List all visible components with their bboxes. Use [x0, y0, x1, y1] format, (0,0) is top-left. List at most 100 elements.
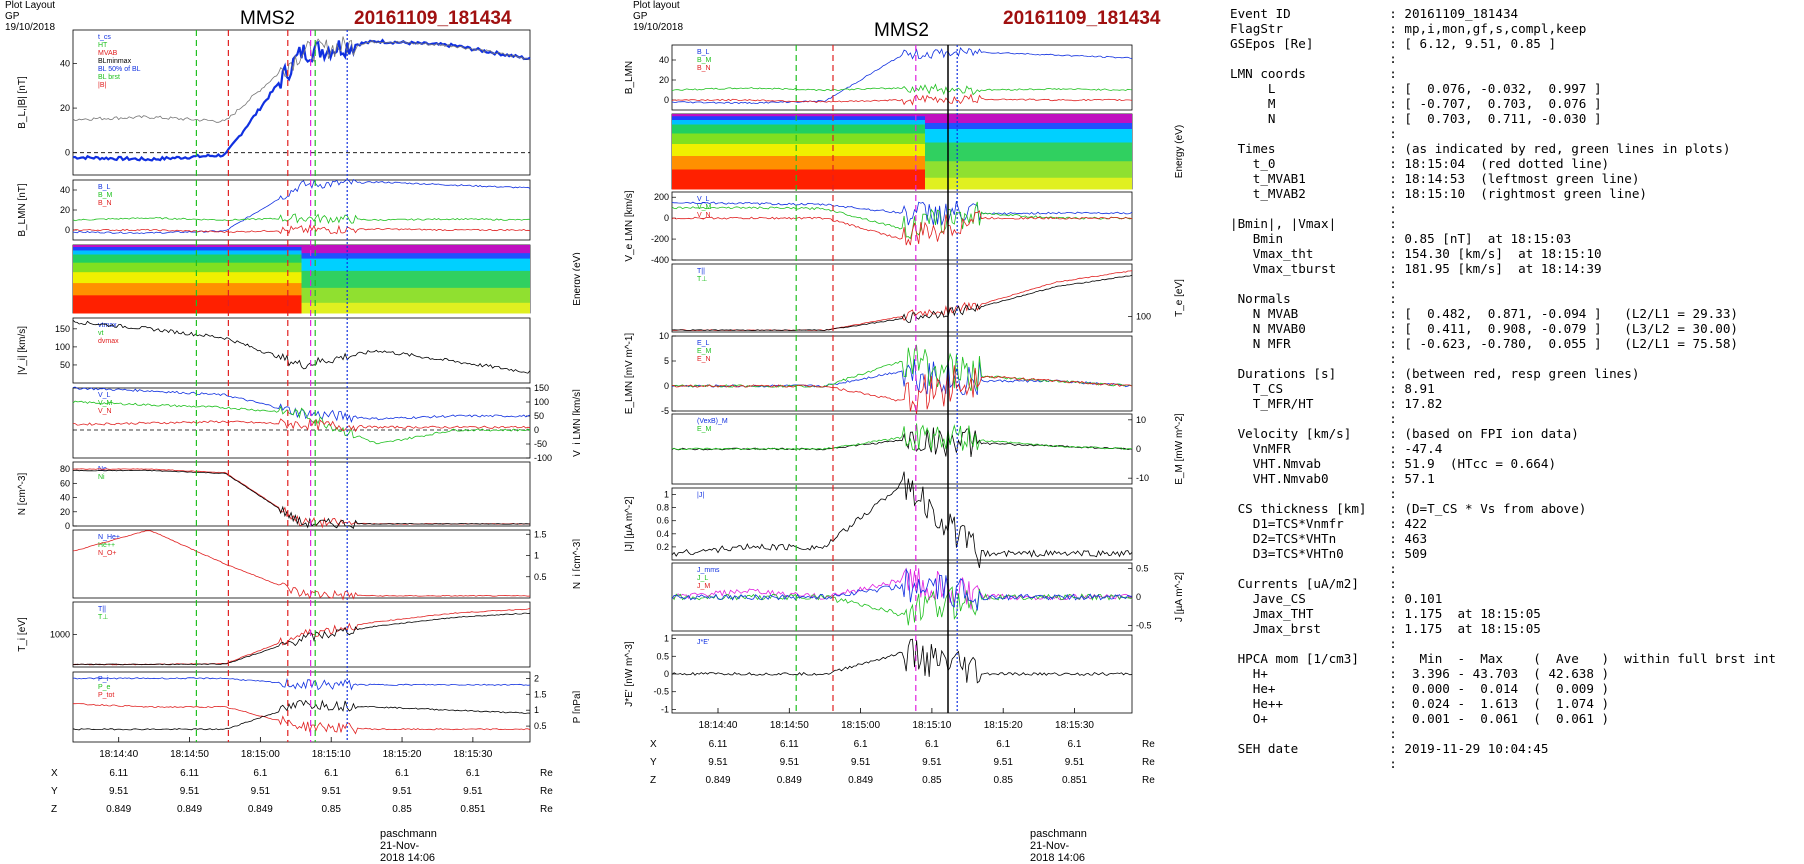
position-value: 0.85: [993, 775, 1013, 786]
legend-entry: B_M: [98, 192, 113, 199]
position-unit: Re: [1142, 739, 1155, 750]
panel-frame: [671, 191, 1133, 261]
legend-entry: B_L: [697, 49, 710, 56]
y-tick-label: 10: [659, 331, 669, 341]
position-value: 9.51: [463, 786, 483, 797]
spectrogram-band: [73, 250, 302, 256]
position-value: 6.1: [925, 739, 939, 750]
series-line-b-n: [671, 93, 1133, 106]
position-value: 0.849: [848, 775, 873, 786]
spectrogram-band: [73, 295, 302, 314]
y-tick-label: 0: [65, 148, 70, 158]
y-tick-label: -1: [661, 704, 669, 714]
panel-frame: [671, 44, 1133, 111]
panel-frame: [671, 335, 1133, 412]
y-tick-label: 0: [65, 521, 70, 531]
series-line-e-m: [671, 344, 1133, 392]
panel-ylabel: B_LMN [nT]: [17, 183, 28, 237]
panel-ylabel: T_e [eV]: [1174, 279, 1185, 317]
y-tick-label: 60: [60, 478, 70, 488]
series-line-b-m: [72, 213, 530, 225]
panel-frame: [72, 29, 531, 176]
position-unit: Re: [540, 768, 553, 779]
position-value: 9.51: [993, 757, 1013, 768]
legend-entry: J_M: [697, 583, 710, 590]
event-summary-text: Event ID : 20161109_181434 FlagStr : mp,…: [1230, 6, 1776, 771]
series-line-p-e: [73, 703, 531, 735]
y-tick-label: 50: [60, 360, 70, 370]
y-tick-label: 10: [1136, 415, 1146, 425]
y-tick-label: 0: [1136, 592, 1141, 602]
legend-entry: E_L: [697, 340, 710, 347]
spectrogram-band: [301, 253, 530, 260]
y-tick-label: 1: [664, 634, 669, 644]
y-tick-label: 20: [60, 507, 70, 517]
position-row-label: X: [51, 768, 58, 779]
y-tick-label: -200: [651, 234, 669, 244]
position-value: 0.85: [321, 804, 341, 815]
spectrogram-band: [73, 272, 302, 284]
legend-entry: B_N: [697, 65, 711, 72]
series-line-t-: [72, 612, 531, 666]
legend-entry: vt: [98, 330, 104, 337]
position-value: 9.51: [780, 757, 800, 768]
y-tick-label: 0: [1136, 444, 1141, 454]
legend-entry: J_L: [697, 575, 708, 582]
x-tick-label: 18:15:00: [841, 720, 880, 731]
y-tick-label: 1.5: [534, 689, 547, 699]
legend-entry: V_L: [98, 392, 111, 399]
series-line--vexb--m: [671, 427, 1133, 458]
y-tick-label: 0: [534, 425, 539, 435]
legend-entry: E_M: [697, 426, 712, 433]
y-tick-label: 40: [60, 58, 70, 68]
position-value: 6.1: [1068, 739, 1082, 750]
panel-frame: [671, 487, 1133, 561]
position-value: 0.85: [922, 775, 942, 786]
y-tick-label: 20: [60, 103, 70, 113]
spectrogram-band: [925, 177, 1132, 190]
x-tick-label: 18:15:30: [1055, 720, 1094, 731]
panel-frame: [671, 263, 1133, 333]
x-tick-label: 18:15:20: [984, 720, 1023, 731]
position-value: 6.1: [324, 768, 338, 779]
series-line--b-: [72, 36, 531, 123]
position-value: 9.51: [922, 757, 942, 768]
panel-ylabel: N_i [cm^-3]: [572, 539, 580, 589]
mid-spacecraft-title: MMS2: [874, 20, 929, 41]
position-value: 6.11: [180, 768, 199, 779]
series-line-v-n: [72, 418, 531, 433]
series-line-bl-brst: [72, 38, 531, 162]
y-tick-label: 150: [534, 383, 549, 393]
series-line-j-l: [671, 586, 1133, 626]
panel-ylabel: J [µA m^-2]: [1174, 572, 1185, 622]
y-tick-label: 0.5: [656, 651, 669, 661]
left-event-title: 20161109_181434: [354, 8, 512, 29]
series-line-j-mms: [671, 567, 1133, 610]
spectrogram-band: [301, 287, 530, 304]
panel-ylabel: P [nPa]: [572, 690, 580, 723]
position-value: 9.51: [251, 786, 271, 797]
series-line-e-m: [671, 423, 1133, 451]
position-value: 9.51: [321, 786, 341, 797]
legend-entry: J_mms: [697, 567, 720, 574]
panel-ylabel: |V_i| [km/s]: [17, 326, 28, 375]
y-tick-label: 0.2: [656, 542, 669, 552]
legend-entry: J*E': [697, 639, 709, 646]
position-value: 0.849: [777, 775, 802, 786]
y-tick-label: 100: [55, 342, 70, 352]
position-value: 6.11: [109, 768, 128, 779]
panel-ylabel: Energy (eV): [572, 252, 580, 305]
legend-entry: |J|: [697, 492, 704, 499]
series-line-t--: [671, 270, 1133, 332]
legend-entry: T⊥: [98, 614, 108, 621]
y-tick-label: 80: [60, 464, 70, 474]
position-value: 0.85: [392, 804, 412, 815]
legend-entry: BL 50% of BL: [98, 66, 141, 73]
y-tick-label: -0.5: [653, 687, 669, 697]
position-row-label: Z: [51, 804, 57, 815]
y-tick-label: 0: [65, 225, 70, 235]
legend-entry: T||: [98, 606, 106, 613]
spectrogram-band: [73, 262, 302, 273]
series-line-vt: [72, 319, 531, 374]
y-tick-label: 0.5: [534, 572, 547, 582]
